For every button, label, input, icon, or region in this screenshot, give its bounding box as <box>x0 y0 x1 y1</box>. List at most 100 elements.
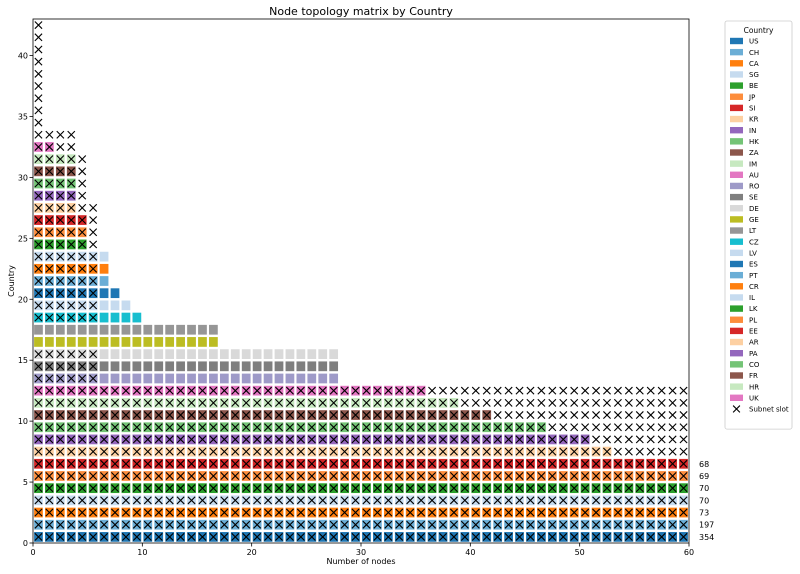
subnet-slot-mark <box>187 508 196 517</box>
cell-cz <box>132 312 142 323</box>
subnet-slot-mark <box>45 459 54 468</box>
subnet-slot-mark <box>482 496 491 505</box>
subnet-slot-mark <box>329 398 338 407</box>
subnet-slot-mark <box>78 423 87 432</box>
subnet-slot-mark <box>460 508 469 517</box>
subnet-slot-mark <box>417 423 426 432</box>
cell-de <box>209 349 218 359</box>
subnet-slot-mark <box>548 471 557 480</box>
legend-swatch-es <box>730 260 743 268</box>
subnet-slot-mark <box>275 459 283 468</box>
cell-ge <box>143 337 153 347</box>
subnet-slot-mark <box>45 216 54 225</box>
subnet-slot-mark <box>242 508 251 517</box>
subnet-slot-mark <box>679 423 688 432</box>
subnet-slot-mark <box>373 435 382 444</box>
subnet-slot-mark <box>624 459 633 468</box>
subnet-slot-mark <box>154 484 163 493</box>
subnet-slot-mark <box>581 435 590 444</box>
cell-lt <box>176 324 185 335</box>
subnet-slot-mark <box>340 484 349 493</box>
subnet-slot-mark <box>559 398 568 407</box>
subnet-slot-mark <box>362 435 371 444</box>
subnet-slot-mark <box>471 508 480 517</box>
subnet-slot-mark <box>285 447 294 456</box>
subnet-slot-mark <box>592 520 601 529</box>
subnet-slot-mark <box>34 57 43 66</box>
subnet-slot-mark <box>198 520 207 529</box>
subnet-slot-mark <box>67 423 76 432</box>
subnet-slot-mark <box>646 484 655 493</box>
subnet-slot-mark <box>56 228 65 237</box>
subnet-slot-mark <box>548 435 557 444</box>
subnet-slot-mark <box>275 423 283 432</box>
subnet-slot-mark <box>679 398 688 407</box>
subnet-slot-mark <box>285 471 294 480</box>
subnet-slot-mark <box>176 447 185 456</box>
cell-ro <box>219 373 229 384</box>
legend-label-lk: LK <box>749 305 758 313</box>
subnet-slot-mark <box>460 496 469 505</box>
subnet-slot-mark <box>362 423 371 432</box>
subnet-slot-mark <box>253 435 262 444</box>
subnet-slot-mark <box>132 532 141 541</box>
subnet-slot-mark <box>143 459 152 468</box>
subnet-slot-mark <box>220 447 229 456</box>
legend-swatch-pt <box>730 271 743 279</box>
subnet-slot-mark <box>56 398 65 407</box>
legend-swatch-za <box>730 149 743 156</box>
subnet-slot-mark <box>449 471 458 480</box>
subnet-slot-mark <box>657 411 666 420</box>
subnet-slot-mark <box>89 216 98 225</box>
subnet-slot-mark <box>307 520 316 529</box>
subnet-slot-mark <box>318 496 327 505</box>
subnet-slot-mark <box>471 520 480 529</box>
subnet-slot-mark <box>231 532 240 541</box>
subnet-slot-mark <box>264 459 273 468</box>
subnet-slot-mark <box>482 411 491 420</box>
subnet-slot-mark <box>132 435 141 444</box>
subnet-slot-mark <box>78 374 87 383</box>
subnet-slot-mark <box>187 398 196 407</box>
subnet-slot-mark <box>176 496 185 505</box>
subnet-slot-mark <box>165 423 174 432</box>
subnet-slot-mark <box>78 301 87 310</box>
subnet-slot-mark <box>34 155 43 164</box>
legend-swatch-lt <box>730 227 743 234</box>
subnet-slot-mark <box>34 350 43 359</box>
subnet-slot-mark <box>362 471 371 480</box>
subnet-slot-mark <box>668 471 677 480</box>
subnet-slot-mark <box>504 447 513 456</box>
subnet-slot-mark <box>493 459 502 468</box>
subnet-slot-mark <box>198 459 207 468</box>
subnet-slot-mark <box>679 411 688 420</box>
cell-ro <box>285 373 295 384</box>
subnet-slot-mark <box>307 459 316 468</box>
subnet-slot-mark <box>592 398 601 407</box>
subnet-slot-mark <box>592 508 601 517</box>
subnet-slot-mark <box>624 508 633 517</box>
cell-ro <box>329 373 339 384</box>
subnet-slot-mark <box>624 484 633 493</box>
subnet-slot-mark <box>220 471 229 480</box>
subnet-slot-mark <box>526 508 535 517</box>
subnet-slot-mark <box>253 508 262 517</box>
legend-swatch-be <box>730 82 743 89</box>
subnet-slot-mark <box>111 398 119 407</box>
cell-ge <box>165 337 175 347</box>
subnet-slot-mark <box>121 496 130 505</box>
subnet-slot-mark <box>34 264 43 273</box>
subnet-slot-mark <box>362 508 371 517</box>
legend-label-subnet-slot: Subnet slot <box>749 406 789 414</box>
country-cells <box>34 142 688 542</box>
subnet-slot-mark <box>34 167 43 176</box>
subnet-slot-mark <box>417 398 426 407</box>
subnet-slot-mark <box>187 471 196 480</box>
subnet-slot-mark <box>559 447 568 456</box>
subnet-slot-mark <box>603 484 611 493</box>
subnet-slot-mark <box>646 447 655 456</box>
subnet-slot-mark <box>231 447 240 456</box>
subnet-slot-mark <box>581 508 590 517</box>
cell-se <box>165 361 175 372</box>
subnet-slot-mark <box>428 520 437 529</box>
